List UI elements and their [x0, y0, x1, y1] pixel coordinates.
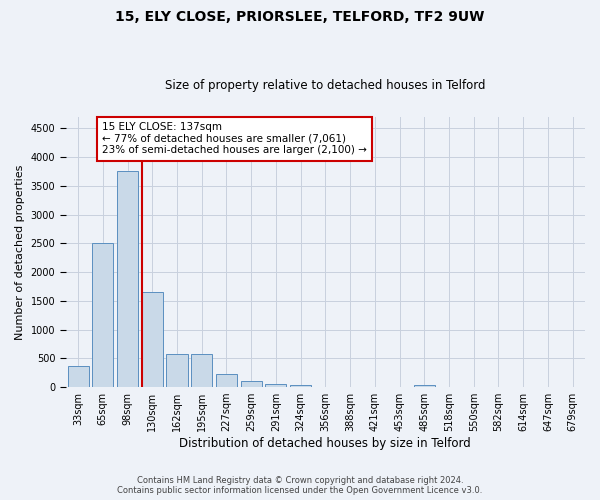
X-axis label: Distribution of detached houses by size in Telford: Distribution of detached houses by size … — [179, 437, 471, 450]
Bar — [166, 354, 188, 387]
Bar — [117, 172, 138, 387]
Bar — [142, 292, 163, 387]
Bar — [290, 385, 311, 387]
Y-axis label: Number of detached properties: Number of detached properties — [15, 164, 25, 340]
Text: 15 ELY CLOSE: 137sqm
← 77% of detached houses are smaller (7,061)
23% of semi-de: 15 ELY CLOSE: 137sqm ← 77% of detached h… — [102, 122, 367, 156]
Bar — [216, 374, 237, 387]
Title: Size of property relative to detached houses in Telford: Size of property relative to detached ho… — [165, 79, 485, 92]
Text: Contains HM Land Registry data © Crown copyright and database right 2024.
Contai: Contains HM Land Registry data © Crown c… — [118, 476, 482, 495]
Text: 15, ELY CLOSE, PRIORSLEE, TELFORD, TF2 9UW: 15, ELY CLOSE, PRIORSLEE, TELFORD, TF2 9… — [115, 10, 485, 24]
Bar — [191, 354, 212, 387]
Bar — [241, 381, 262, 387]
Bar — [265, 384, 286, 387]
Bar — [68, 366, 89, 387]
Bar — [414, 385, 435, 387]
Bar — [92, 244, 113, 387]
